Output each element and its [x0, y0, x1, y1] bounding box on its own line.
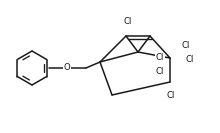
Text: Cl: Cl — [167, 92, 175, 101]
Text: O: O — [64, 63, 70, 72]
Text: Cl: Cl — [182, 41, 190, 51]
Text: Cl: Cl — [186, 55, 194, 65]
Text: Cl: Cl — [156, 53, 164, 63]
Text: Cl: Cl — [124, 18, 132, 26]
Text: Cl: Cl — [156, 66, 164, 76]
